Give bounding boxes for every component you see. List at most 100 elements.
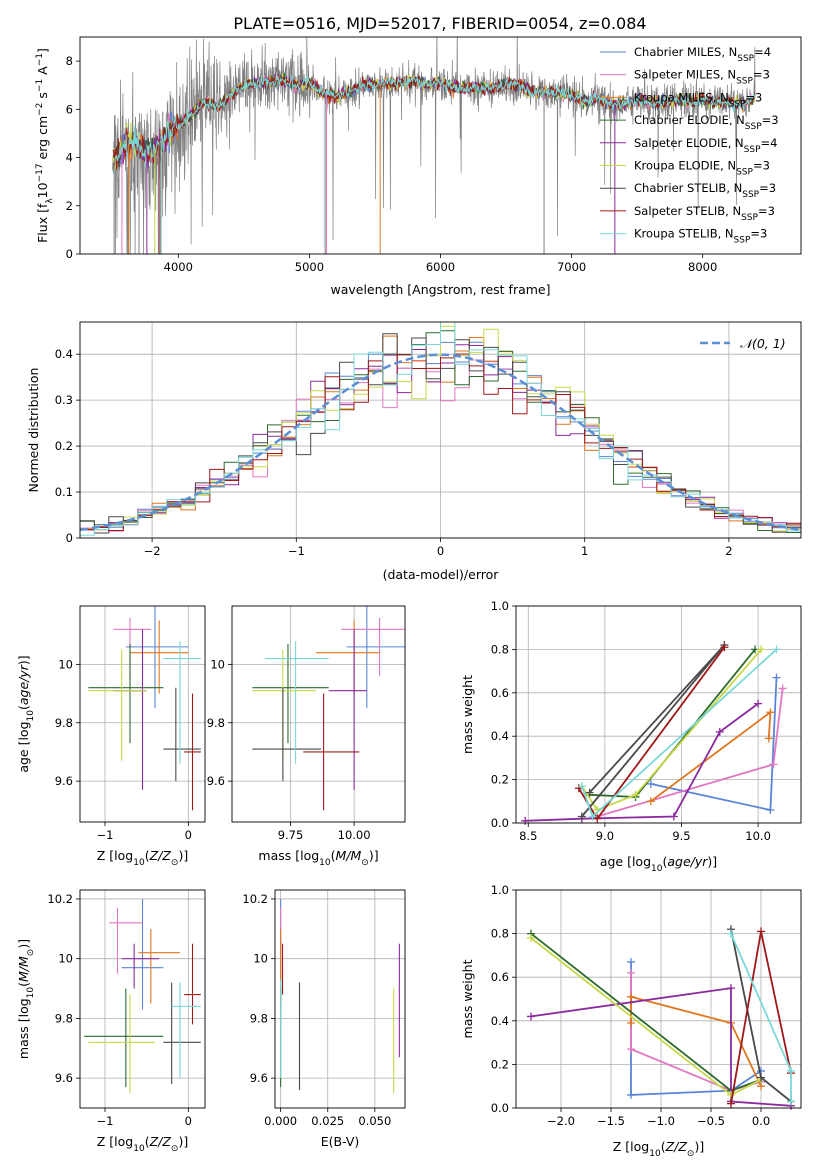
label-part: =3 xyxy=(762,113,779,127)
x-tick-label: −1.5 xyxy=(597,1114,625,1128)
y-tick-label: 2 xyxy=(66,199,73,213)
label-part: ( xyxy=(16,705,31,710)
axes-frame xyxy=(79,605,206,823)
label-part: ⊙ xyxy=(171,1144,179,1154)
y-tick-label: 9.6 xyxy=(55,1071,73,1085)
marker-salpeter_stelib xyxy=(727,1099,735,1108)
label-part: )] xyxy=(694,1139,704,1154)
label-part: ( xyxy=(661,1139,666,1154)
marker-chabrier_miles xyxy=(766,805,775,814)
legend-entry: Kroupa ELODIE, NSSP=3 xyxy=(634,159,770,178)
legend-entry: Salpeter STELIB, NSSP=3 xyxy=(634,204,775,223)
x-tick-label: 0.000 xyxy=(264,1114,297,1128)
errorbars xyxy=(252,606,405,811)
label-part: M/M xyxy=(336,848,362,863)
x-axis-label: Z [log10(Z/Z⊙)] xyxy=(613,1139,704,1159)
axes-frame xyxy=(79,321,802,539)
x-tick-label: 6000 xyxy=(426,260,455,274)
label-part: )] xyxy=(16,939,31,949)
line-chabrier_stelib xyxy=(581,644,726,818)
marker-chabrier_stelib xyxy=(577,812,586,821)
label-part: Salpeter MILES, N xyxy=(634,68,736,82)
x-tick-label: 0 xyxy=(437,544,444,558)
label-part: M/M xyxy=(16,956,31,982)
label-part: )] xyxy=(707,854,717,869)
y-tick-label: 1.0 xyxy=(491,599,509,613)
x-tick-label: −2 xyxy=(144,544,161,558)
marker-salpeter_miles xyxy=(627,1045,635,1054)
y-axis-label: mass [log10(M/M⊙)] xyxy=(16,939,36,1059)
label-part: ⊙ xyxy=(26,949,36,957)
label-part: −17 xyxy=(35,163,45,182)
axes-frame xyxy=(515,889,802,1109)
legend-entry: 𝒩(0, 1) xyxy=(740,336,786,351)
marker-salpeter_stelib xyxy=(720,643,729,652)
x-tick-label: −1.0 xyxy=(647,1114,675,1128)
line-kroupa_elodie xyxy=(581,648,762,812)
y-tick-label: 10.2 xyxy=(242,892,268,906)
label-part: SSP xyxy=(734,236,751,246)
label-part: Z [log xyxy=(97,848,133,863)
marker-salpeter_miles xyxy=(778,684,787,693)
label-part: −1 xyxy=(35,53,45,66)
legend-entry: Kroupa MILES, NSSP=3 xyxy=(634,90,762,109)
figure-title: PLATE=0516, MJD=52017, FIBERID=0054, z=0… xyxy=(233,14,646,33)
label-part: ⊙ xyxy=(171,858,179,868)
label-part: Z [log xyxy=(613,1139,649,1154)
axes-frame xyxy=(79,36,802,255)
label-part: Chabrier ELODIE, N xyxy=(634,113,745,127)
legend-entry: Salpeter MILES, NSSP=3 xyxy=(634,68,770,87)
label-part: SSP xyxy=(745,122,762,132)
y-tick-label: 0 xyxy=(66,531,73,545)
label-part: erg cm xyxy=(35,116,50,164)
marker-kroupa_miles xyxy=(646,797,655,806)
spectrum-panel: 4000 5000 6000 7000 8000 0 2 4 6 8 wavelength [Ang… xyxy=(35,36,802,297)
line-kroupa_miles xyxy=(630,995,762,1087)
label-part: =3 xyxy=(759,181,776,195)
y-tick-label: 0.2 xyxy=(491,1057,509,1071)
marker-kroupa_stelib xyxy=(577,782,586,791)
marker-chabrier_miles xyxy=(627,1090,635,1099)
y-tick-label: 1.0 xyxy=(491,883,509,897)
x-axis-label: E(B-V) xyxy=(321,1134,360,1149)
label-part: =3 xyxy=(758,204,775,218)
x-tick-label: −2.0 xyxy=(547,1114,575,1128)
y-tick-label: 10 xyxy=(253,952,268,966)
label-part: A xyxy=(35,66,50,79)
y-axis-label: age [log10(age/yr)] xyxy=(16,655,36,772)
marker-kroupa_miles xyxy=(627,1018,635,1027)
spectrum-lines xyxy=(112,37,756,254)
label-part: Salpeter STELIB, N xyxy=(634,204,741,218)
marker-kroupa_miles xyxy=(766,708,775,717)
y-tick-label: 0.0 xyxy=(491,1101,509,1115)
label-part: ( xyxy=(331,848,336,863)
label-part: Z/Z xyxy=(149,1134,172,1149)
y-tick-label: 10 xyxy=(210,657,225,671)
x-tick-label: −0.5 xyxy=(697,1114,725,1128)
line-salpeter_elodie xyxy=(530,987,792,1107)
marker-salpeter_elodie xyxy=(754,699,763,708)
legend-entry: Chabrier STELIB, NSSP=3 xyxy=(634,181,776,200)
y-tick-label: 0 xyxy=(66,247,73,261)
label-part: ( xyxy=(145,1134,150,1149)
y-axis-label: mass weight xyxy=(460,675,475,754)
marker-kroupa_stelib xyxy=(588,812,597,821)
y-tick-label: 0.2 xyxy=(55,439,73,453)
label-part: age [log xyxy=(600,854,651,869)
label-part: mass [log xyxy=(16,998,31,1059)
y-tick-label: 0.4 xyxy=(491,729,509,743)
errorbars xyxy=(88,606,201,811)
label-part: 10 xyxy=(35,182,50,198)
label-part: ( xyxy=(662,854,667,869)
label-part: SSP xyxy=(741,213,758,223)
marker-salpeter_miles xyxy=(769,760,778,769)
x-tick-label: 9.75 xyxy=(278,828,304,842)
marker-salpeter_elodie xyxy=(715,727,724,736)
label-part: SSP xyxy=(736,77,753,87)
label-part: age [log xyxy=(16,721,31,772)
y-tick-label: 6 xyxy=(66,102,73,116)
errorbars xyxy=(280,898,400,1094)
marker-chabrier_miles xyxy=(646,779,655,788)
label-part: −1 xyxy=(35,79,45,92)
